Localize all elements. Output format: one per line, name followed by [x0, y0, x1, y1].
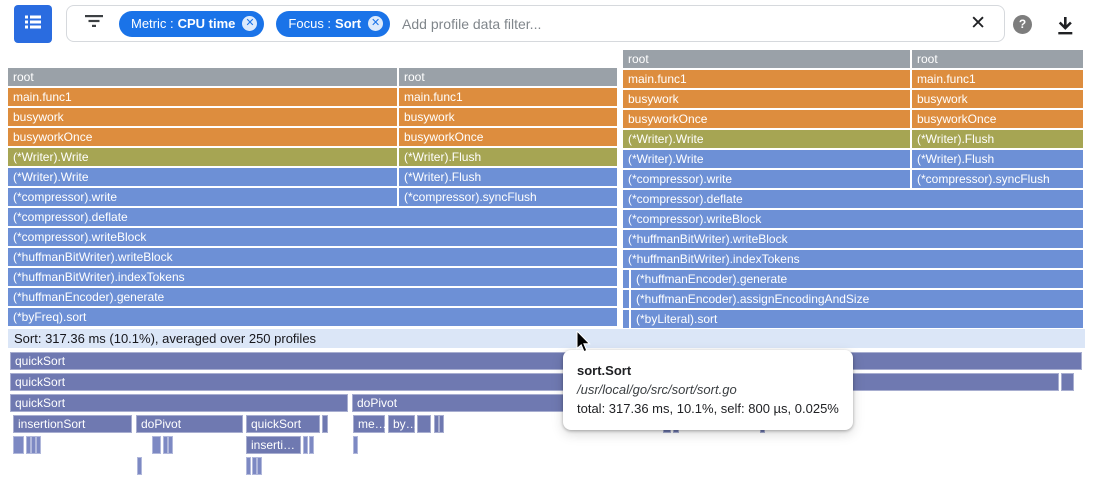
- flame-frame[interactable]: busyworkOnce: [912, 110, 1083, 128]
- flame-frame[interactable]: (*huffmanBitWriter).writeBlock: [623, 230, 1083, 248]
- flame-frame[interactable]: (*compressor).writeBlock: [623, 210, 1083, 228]
- flame-frame-sliver[interactable]: [36, 436, 41, 454]
- flame-frame-sliver[interactable]: [13, 436, 24, 454]
- filter-input[interactable]: Add profile data filter...: [402, 15, 542, 32]
- filter-chip-focus[interactable]: Focus : Sort ✕: [276, 10, 391, 37]
- chip-value: Sort: [335, 16, 362, 31]
- flame-frame[interactable]: (*compressor).deflate: [8, 208, 617, 226]
- flame-frame-sliver[interactable]: [252, 457, 257, 475]
- flame-frame-sliver[interactable]: [439, 415, 444, 433]
- download-icon[interactable]: [1053, 13, 1077, 37]
- toolbar: Metric : CPU time ✕ Focus : Sort ✕ Add p…: [0, 0, 1096, 48]
- flame-frame[interactable]: main.func1: [8, 88, 397, 106]
- flame-frame-sliver[interactable]: [303, 436, 308, 454]
- flame-frame[interactable]: by…: [388, 415, 415, 433]
- flame-frame-sliver[interactable]: [26, 436, 31, 454]
- flame-frame[interactable]: busywork: [8, 108, 397, 126]
- flame-frame[interactable]: (*byLiteral).sort: [631, 310, 1083, 328]
- flame-frame[interactable]: (*Writer).Write: [623, 150, 910, 168]
- flame-frame[interactable]: root: [623, 50, 910, 68]
- tooltip-function-name: sort.Sort: [577, 363, 632, 378]
- flame-frame[interactable]: inserti…: [246, 436, 301, 454]
- flame-frame-sliver[interactable]: [137, 457, 142, 475]
- flame-frame[interactable]: busyworkOnce: [623, 110, 910, 128]
- flame-frame[interactable]: busyworkOnce: [399, 128, 617, 146]
- flame-frame-sliver[interactable]: [1061, 373, 1074, 391]
- flame-frame-sliver[interactable]: [257, 457, 262, 475]
- flame-frame[interactable]: (*huffmanBitWriter).indexTokens: [623, 250, 1083, 268]
- chip-remove-icon[interactable]: ✕: [368, 16, 384, 31]
- frame-tooltip: sort.Sort /usr/local/go/src/sort/sort.go…: [563, 350, 853, 430]
- tooltip-source-path: /usr/local/go/src/sort/sort.go: [577, 382, 737, 397]
- flame-frame[interactable]: (*compressor).write: [8, 188, 397, 206]
- flame-frame[interactable]: root: [399, 68, 617, 86]
- filter-list-icon: [85, 14, 103, 33]
- flame-frame[interactable]: quickSort: [10, 373, 1059, 391]
- flame-frame[interactable]: root: [8, 68, 397, 86]
- chip-prefix: Metric :: [131, 16, 174, 31]
- flame-frame[interactable]: (*compressor).syncFlush: [912, 170, 1083, 188]
- clear-filters-icon[interactable]: ✕: [970, 13, 986, 34]
- flame-frame[interactable]: (*Writer).Flush: [912, 150, 1083, 168]
- flame-frame-sliver[interactable]: [246, 457, 251, 475]
- view-list-icon: [23, 12, 43, 37]
- flame-frame[interactable]: (*huffmanEncoder).assignEncodingAndSize: [631, 290, 1083, 308]
- flame-frame[interactable]: root: [912, 50, 1083, 68]
- filter-chip-metric[interactable]: Metric : CPU time ✕: [119, 10, 265, 37]
- flame-frame[interactable]: insertionSort: [13, 415, 132, 433]
- mouse-cursor-icon: [576, 329, 591, 358]
- profile-list-button[interactable]: [14, 5, 52, 43]
- flame-frame[interactable]: main.func1: [623, 70, 910, 88]
- flame-frame[interactable]: (*Writer).Write: [8, 148, 397, 166]
- flame-frame[interactable]: (*huffmanBitWriter).indexTokens: [8, 268, 617, 286]
- flame-frame[interactable]: quickSort: [10, 352, 1082, 370]
- flame-frame-sliver[interactable]: [168, 436, 173, 454]
- flame-frame[interactable]: quickSort: [10, 394, 348, 412]
- flame-frame[interactable]: (*compressor).write: [623, 170, 910, 188]
- flame-frame-sliver[interactable]: [623, 290, 629, 308]
- flame-frame[interactable]: (*huffmanEncoder).generate: [8, 288, 617, 306]
- flame-frame[interactable]: (*Writer).Flush: [399, 168, 617, 186]
- flame-frame-sliver[interactable]: [623, 310, 629, 328]
- flame-frame-sliver[interactable]: [152, 436, 161, 454]
- flame-frame-sliver[interactable]: [309, 436, 314, 454]
- tooltip-stats: total: 317.36 ms, 10.1%, self: 800 µs, 0…: [577, 401, 839, 416]
- flame-frame[interactable]: busyworkOnce: [8, 128, 397, 146]
- flame-frame[interactable]: (*byFreq).sort: [8, 308, 617, 326]
- flame-frame[interactable]: busywork: [623, 90, 910, 108]
- profile-filter-bar[interactable]: Metric : CPU time ✕ Focus : Sort ✕ Add p…: [66, 5, 1005, 42]
- flame-frame[interactable]: quickSort: [246, 415, 320, 433]
- flame-frame[interactable]: main.func1: [912, 70, 1083, 88]
- flame-frame[interactable]: (*huffmanBitWriter).writeBlock: [8, 248, 617, 266]
- flame-frame-sliver[interactable]: [353, 436, 358, 454]
- flame-frame[interactable]: (*huffmanEncoder).generate: [631, 270, 1083, 288]
- flame-frame[interactable]: doPivot: [136, 415, 243, 433]
- flame-frame[interactable]: (*compressor).syncFlush: [399, 188, 617, 206]
- chip-prefix: Focus :: [288, 16, 332, 31]
- chip-remove-icon[interactable]: ✕: [242, 16, 258, 31]
- flame-frame[interactable]: busywork: [912, 90, 1083, 108]
- flame-frame-sliver[interactable]: [417, 415, 431, 433]
- flame-frame[interactable]: me…: [353, 415, 385, 433]
- flame-frame-sliver[interactable]: [434, 415, 439, 433]
- flame-frame[interactable]: (*Writer).Write: [8, 168, 397, 186]
- chip-value: CPU time: [177, 16, 236, 31]
- flame-frame-sliver[interactable]: [163, 436, 168, 454]
- flame-frame-sliver[interactable]: [623, 270, 629, 288]
- flame-frame[interactable]: (*Writer).Flush: [912, 130, 1083, 148]
- flame-frame[interactable]: (*Writer).Flush: [399, 148, 617, 166]
- flame-frame-sliver[interactable]: [322, 415, 328, 433]
- flame-frame-sliver[interactable]: [31, 436, 36, 454]
- flame-frame[interactable]: (*Writer).Write: [623, 130, 910, 148]
- help-icon[interactable]: ?: [1013, 15, 1032, 34]
- flame-frame[interactable]: busywork: [399, 108, 617, 126]
- flame-frame[interactable]: (*compressor).writeBlock: [8, 228, 617, 246]
- flame-frame[interactable]: main.func1: [399, 88, 617, 106]
- focus-summary-banner[interactable]: Sort: 317.36 ms (10.1%), averaged over 2…: [8, 329, 1085, 348]
- flame-frame[interactable]: (*compressor).deflate: [623, 190, 1083, 208]
